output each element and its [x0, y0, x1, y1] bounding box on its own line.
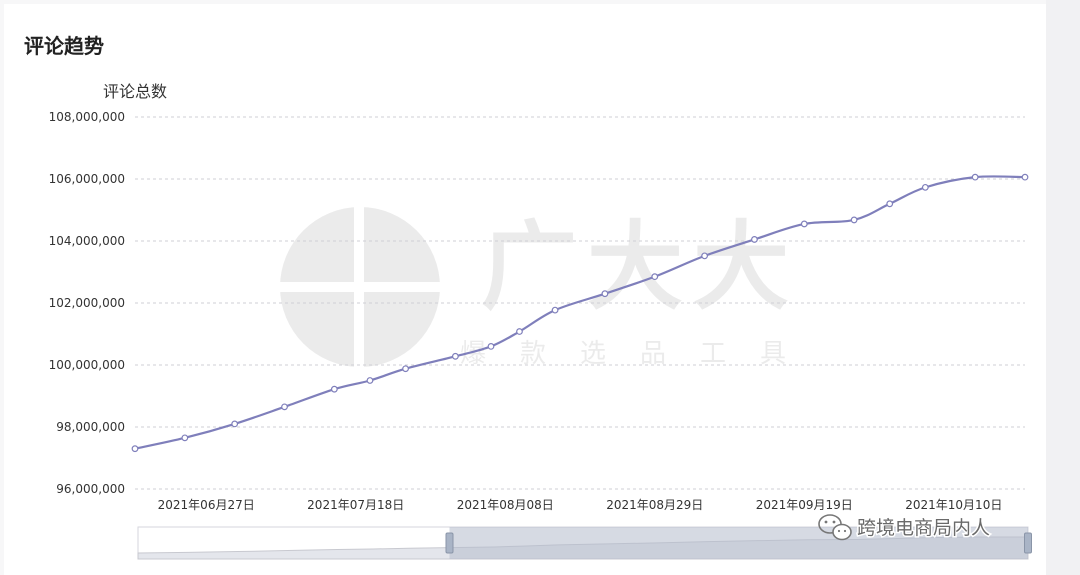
data-point [651, 273, 659, 281]
data-point [1021, 173, 1029, 181]
x-tick-label: 2021年08月08日 [457, 498, 554, 512]
watermark-slogan-text: 爆款选品工具 [460, 339, 820, 369]
wechat-icon [818, 514, 852, 541]
panel-title: 评论趋势 [24, 34, 104, 58]
chart-card [4, 4, 1046, 575]
data-zoom-slider[interactable] [137, 526, 1032, 560]
account-name-outline: 跨境电商局内人 [857, 517, 990, 539]
data-point [330, 385, 338, 393]
data-point [131, 445, 139, 453]
y-tick-label: 106,000,000 [49, 172, 125, 186]
data-point [701, 252, 708, 260]
watermark-logo-divider-h [278, 282, 442, 292]
y-tick-label: 100,000,000 [49, 358, 125, 372]
watermark-logo: 广大大 爆款选品工具 [278, 205, 820, 370]
series-points [131, 173, 1029, 453]
data-point [601, 290, 609, 298]
x-axis-ticks: 2021年06月27日 2021年07月18日 2021年08月08日 2021年08… [158, 498, 1003, 512]
data-point [181, 434, 189, 442]
y-tick-label: 108,000,000 [49, 110, 125, 124]
y-tick-label: 102,000,000 [49, 296, 125, 310]
x-tick-label: 2021年09月19日 [756, 498, 853, 512]
x-tick-label: 2021年07月18日 [307, 498, 404, 512]
watermark-logo-divider-v [354, 205, 364, 370]
x-tick-label: 2021年08月29日 [606, 498, 703, 512]
data-point [452, 352, 459, 360]
y-tick-label: 104,000,000 [49, 234, 125, 248]
data-point [751, 236, 758, 243]
data-point [402, 365, 409, 373]
page-edge [1046, 0, 1080, 575]
data-point [921, 183, 929, 191]
data-point [850, 216, 858, 224]
data-zoom-handle-left[interactable] [445, 532, 454, 554]
data-point [281, 403, 288, 411]
data-point [971, 173, 979, 181]
data-point [551, 306, 559, 314]
y-axis-ticks: 96,000,000 98,000,000 100,000,000 102,000,0… [49, 110, 125, 496]
x-tick-label: 2021年10月10日 [905, 498, 1002, 512]
account-watermark: 跨境电商局内人 跨境电商局内人 [818, 514, 992, 541]
data-point [800, 220, 808, 228]
data-point [487, 343, 495, 350]
data-zoom-selected-range [449, 527, 1028, 559]
y-axis-label: 评论总数 [103, 82, 167, 101]
data-zoom-handle-right[interactable] [1024, 532, 1032, 554]
grid-lines [135, 116, 1025, 490]
data-point [516, 328, 523, 335]
data-point [231, 420, 239, 428]
y-tick-label: 98,000,000 [56, 420, 125, 434]
x-tick-label: 2021年06月27日 [158, 498, 255, 512]
y-tick-label: 96,000,000 [56, 482, 125, 496]
watermark-brand-text: 广大大 [481, 211, 799, 323]
account-name: 跨境电商局内人 [857, 517, 990, 539]
data-point [886, 200, 894, 208]
watermark-logo-circle [280, 207, 440, 367]
data-point [366, 377, 374, 384]
